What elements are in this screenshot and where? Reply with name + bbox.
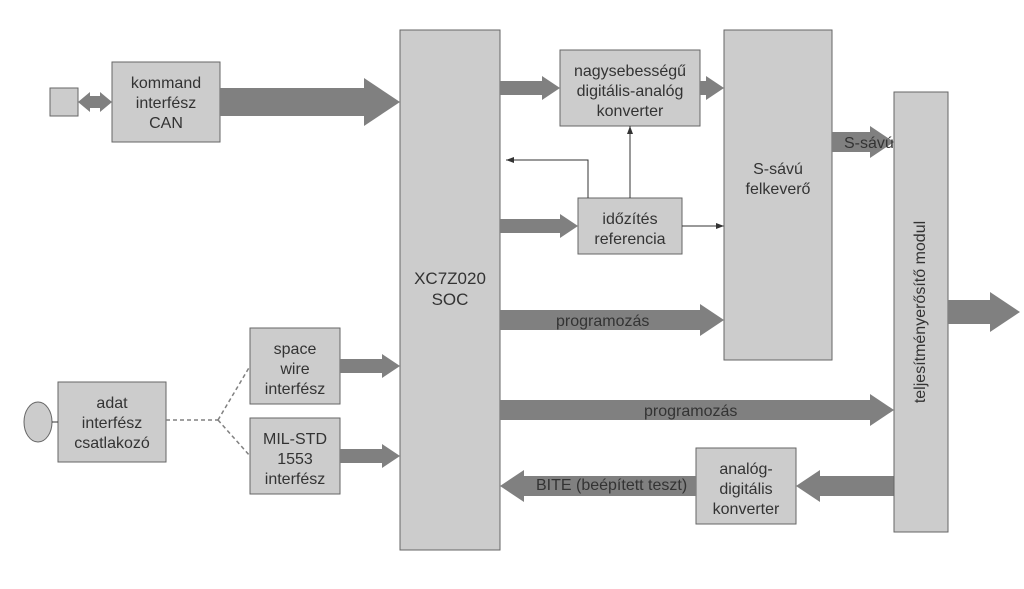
- arrow-ext-kommand: [78, 92, 112, 112]
- svg-text:CAN: CAN: [149, 115, 183, 132]
- svg-text:konverter: konverter: [713, 501, 780, 518]
- svg-text:interfész: interfész: [265, 471, 325, 488]
- arrow-amp-adc: [796, 470, 894, 502]
- arrow-dac-upconv: [700, 76, 724, 100]
- adc-label: analóg-digitális konverter: [713, 461, 780, 518]
- svg-text:időzítés: időzítés: [602, 211, 657, 228]
- label-prog2: programozás: [644, 403, 737, 420]
- svg-text:interfész: interfész: [82, 415, 142, 432]
- arrow-kommand-soc: [220, 78, 400, 126]
- svg-text:nagysebességű: nagysebességű: [574, 63, 686, 80]
- svg-text:interfész: interfész: [265, 381, 325, 398]
- svg-text:analóg-: analóg-: [719, 461, 772, 478]
- amp-label: teljesítményerősítő modul: [912, 221, 929, 403]
- arrow-feedback-soc: [506, 160, 588, 198]
- dash-to-spacewire: [218, 366, 250, 420]
- svg-text:XC7Z020: XC7Z020: [414, 269, 486, 288]
- arrow-soc-timing: [500, 214, 578, 238]
- svg-text:space: space: [274, 341, 317, 358]
- svg-text:digitális: digitális: [719, 481, 772, 498]
- svg-text:digitális-analóg: digitális-analóg: [577, 83, 684, 100]
- svg-text:MIL-STD: MIL-STD: [263, 431, 327, 448]
- svg-text:S-sávú: S-sávú: [753, 161, 803, 178]
- svg-text:felkeverő: felkeverő: [746, 181, 811, 198]
- svg-text:wire: wire: [279, 361, 309, 378]
- svg-text:adat: adat: [96, 395, 128, 412]
- dash-to-milstd: [218, 420, 250, 456]
- arrow-output: [948, 292, 1020, 332]
- arrow-spacewire-soc: [340, 354, 400, 378]
- arrow-soc-dac: [500, 76, 560, 100]
- svg-text:kommand: kommand: [131, 75, 201, 92]
- label-bite: BITE (beépített teszt): [536, 477, 687, 494]
- external-node: [50, 88, 78, 116]
- arrow-milstd-soc: [340, 444, 400, 468]
- svg-text:SOC: SOC: [432, 290, 469, 309]
- svg-text:1553: 1553: [277, 451, 313, 468]
- svg-text:konverter: konverter: [597, 103, 664, 120]
- svg-text:referencia: referencia: [594, 231, 665, 248]
- label-prog1: programozás: [556, 313, 649, 330]
- svg-text:csatlakozó: csatlakozó: [74, 435, 150, 452]
- svg-text:interfész: interfész: [136, 95, 196, 112]
- connector-ellipse: [24, 402, 52, 442]
